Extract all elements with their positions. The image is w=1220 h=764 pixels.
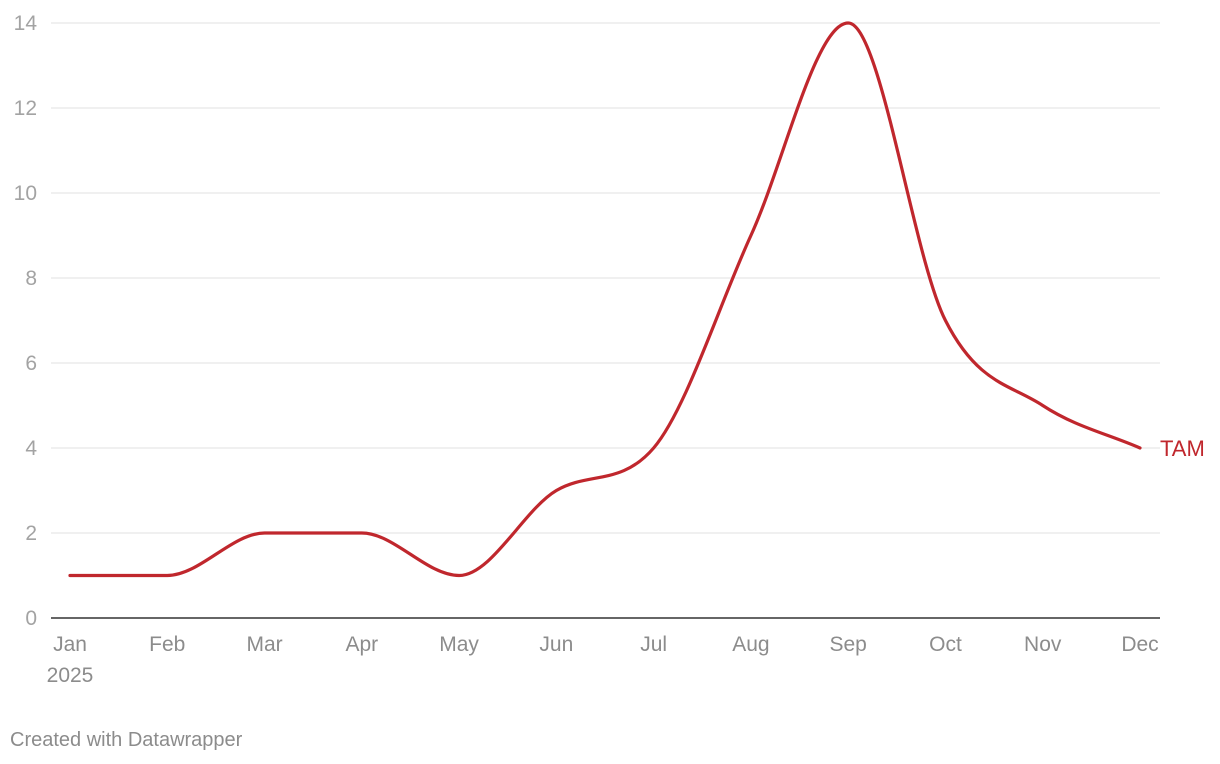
- x-tick-label: Oct: [929, 633, 962, 656]
- y-tick-label: 14: [14, 12, 38, 35]
- datawrapper-credit: Created with Datawrapper: [10, 729, 243, 751]
- y-axis-ticks: 0 2 4 6 8 10 12 14: [14, 12, 38, 630]
- y-tick-label: 2: [25, 522, 37, 545]
- x-axis-ticks: 2025 Jan Feb Mar Apr May Jun Jul Aug Sep Oct Nov De…: [47, 633, 1159, 687]
- series-label: TAM: [1160, 436, 1205, 461]
- x-tick-label: May: [439, 633, 479, 656]
- y-tick-label: 10: [14, 182, 37, 205]
- y-tick-label: 0: [25, 607, 37, 630]
- x-tick-label: Apr: [345, 633, 378, 656]
- x-tick-label: Feb: [149, 633, 185, 656]
- series-lines: TAM: [68, 21, 1205, 578]
- grid-lines: [51, 22, 1160, 619]
- series-line: [68, 21, 1142, 578]
- x-tick-label: Jan: [53, 633, 87, 656]
- x-tick-label: Sep: [829, 633, 866, 656]
- x-tick-label: Dec: [1121, 633, 1158, 656]
- x-tick-label: Nov: [1024, 633, 1062, 656]
- y-tick-label: 8: [25, 267, 37, 290]
- x-tick-label: Jul: [640, 633, 667, 656]
- y-tick-label: 12: [14, 97, 37, 120]
- y-tick-label: 6: [25, 352, 37, 375]
- x-tick-label: Aug: [732, 633, 769, 656]
- y-tick-label: 4: [25, 437, 37, 460]
- x-tick-label: Jun: [539, 633, 573, 656]
- x-year-label: 2025: [47, 664, 94, 687]
- x-tick-label: Mar: [246, 633, 282, 656]
